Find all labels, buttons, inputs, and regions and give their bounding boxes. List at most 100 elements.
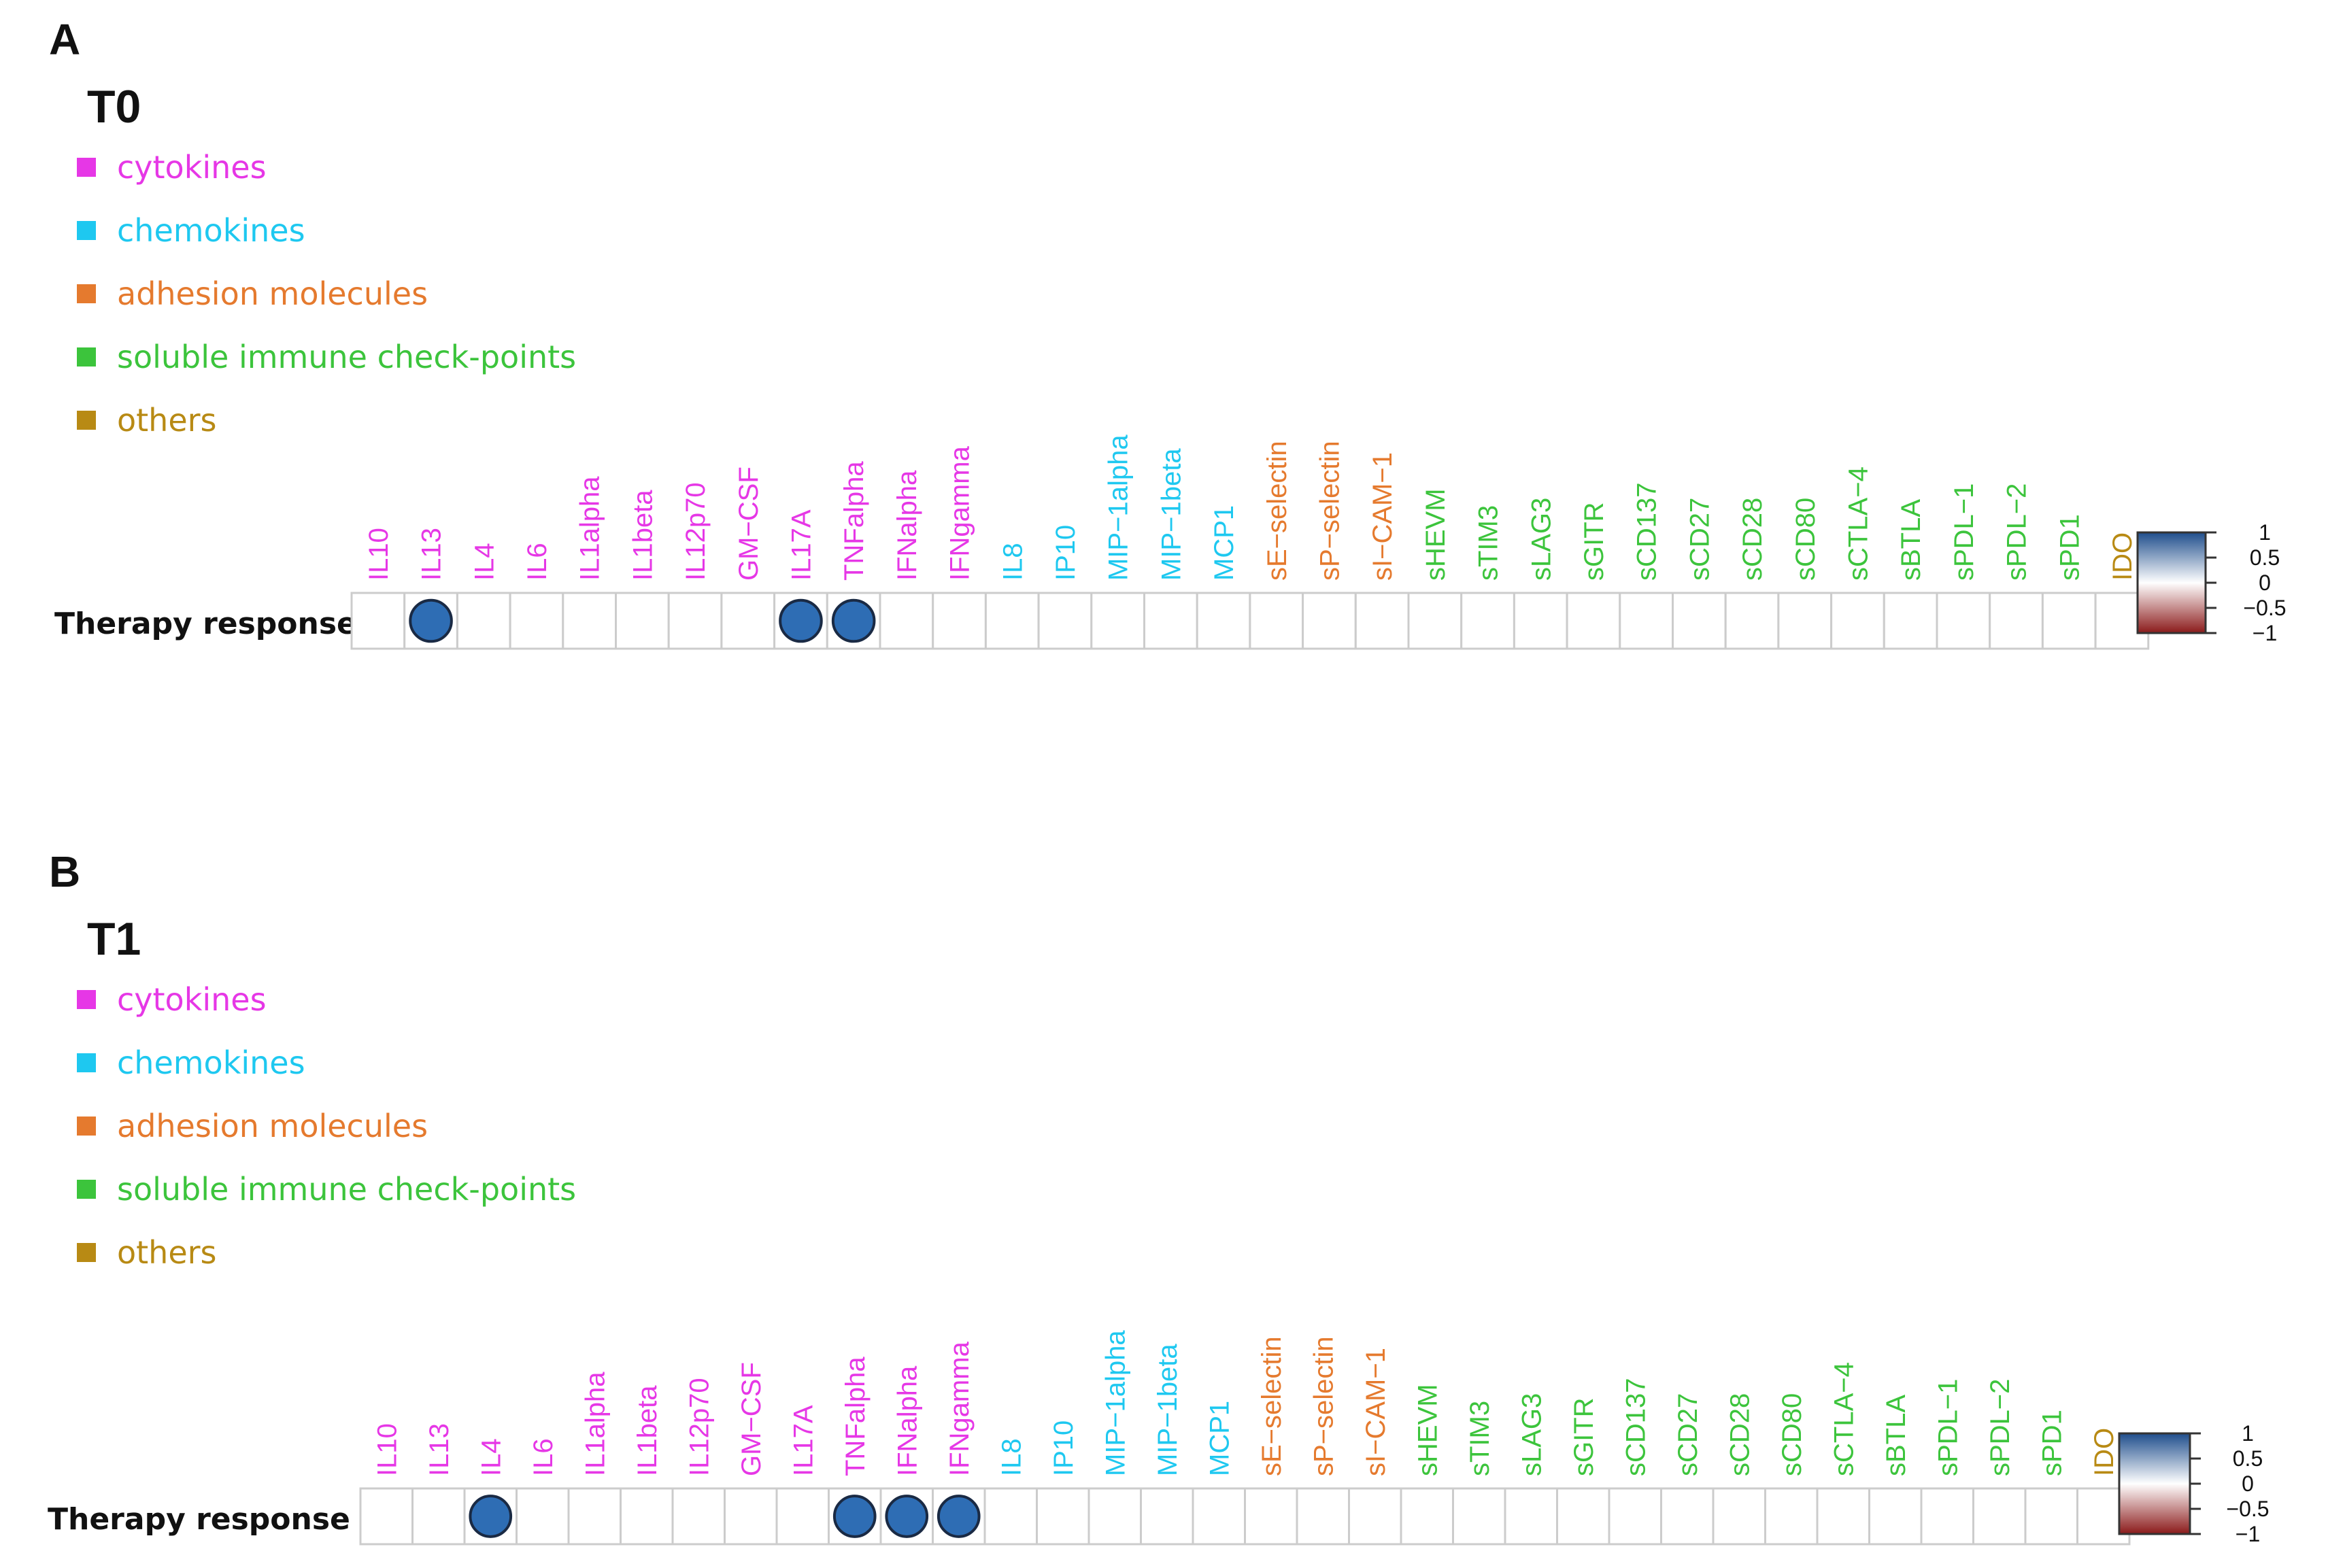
heatmap-cell: [1556, 1487, 1610, 1546]
column-label: sPDL−2: [1985, 1379, 2015, 1476]
column-label: sCD27: [1685, 498, 1715, 581]
legend-swatch: [77, 1180, 96, 1199]
heatmap-cell: [1296, 1487, 1350, 1546]
correlation-dot: [469, 1495, 513, 1538]
column-label: IFNgamma: [945, 445, 975, 581]
legend-label: cytokines: [117, 981, 267, 1018]
heatmap-cell: [1504, 1487, 1558, 1546]
column-label: IL1beta: [628, 490, 658, 581]
column-label: GM−CSF: [737, 1362, 766, 1476]
column-label: sCD28: [1738, 498, 1768, 581]
panel-a: AT0 cytokines chemokines adhesion molecules…: [49, 15, 2287, 650]
heatmap-cell: [1400, 1487, 1454, 1546]
heatmap-cell: [1354, 592, 1410, 650]
heatmap-cell: [620, 1487, 674, 1546]
panel-time-title: T0: [87, 81, 141, 133]
column-label: sBTLA: [1881, 1395, 1911, 1476]
column-label: sBTLA: [1896, 499, 1926, 581]
column-label: sPDL−2: [2002, 483, 2032, 581]
heatmap-cell: [1712, 1487, 1766, 1546]
column-label: TNFalpha: [839, 461, 869, 581]
panel-time-title: T1: [87, 913, 141, 965]
legend-label: chemokines: [117, 1044, 305, 1081]
panel-letter: B: [49, 847, 80, 896]
legend-label: adhesion molecules: [117, 1108, 428, 1144]
column-label: sPDL−1: [1949, 483, 1979, 581]
colorbar: [2118, 1432, 2191, 1535]
heatmap-cell: [2024, 1487, 2078, 1546]
column-label: sPD1: [2037, 1410, 2067, 1476]
legend-swatch: [77, 1243, 96, 1262]
column-label: MIP−1alpha: [1104, 434, 1134, 581]
column-label: sCD27: [1673, 1393, 1703, 1476]
column-label: sHEVM: [1421, 488, 1451, 581]
heatmap-cell: [411, 1487, 466, 1546]
column-label: IP10: [1051, 525, 1081, 581]
column-label: IDO: [2089, 1428, 2119, 1476]
heatmap-cell: [1660, 1487, 1715, 1546]
row-label: Therapy response: [48, 1502, 350, 1537]
heatmap-cell: [567, 1487, 622, 1546]
column-label: sCTLA−4: [1843, 466, 1873, 581]
heatmap-cell: [1407, 592, 1463, 650]
heatmap-cell: [1816, 1487, 1870, 1546]
legend-swatch: [77, 284, 96, 303]
heatmap-cell: [1140, 1487, 1194, 1546]
legend-label: soluble immune check-points: [117, 1171, 576, 1208]
legend-swatch: [77, 1117, 96, 1136]
colorbar: [2136, 531, 2207, 634]
panel-b: BT1 cytokines chemokines adhesion molecules…: [48, 847, 2270, 1546]
column-label: sCD80: [1791, 498, 1821, 581]
column-label: IP10: [1049, 1420, 1079, 1476]
heatmap-cell: [720, 592, 776, 650]
column-label: sCD80: [1777, 1393, 1807, 1476]
heatmap-cell: [1090, 592, 1146, 650]
heatmap-cell: [2041, 592, 2097, 650]
heatmap-cell: [1087, 1487, 1142, 1546]
legend-swatch: [77, 1053, 96, 1072]
heatmap-cell: [1460, 592, 1515, 650]
column-label: sLAG3: [1517, 1393, 1547, 1476]
column-label: IL4: [476, 1438, 506, 1476]
heatmap-cell: [1619, 592, 1674, 650]
column-label: sLAG3: [1526, 498, 1556, 581]
heatmap-cell: [1036, 1487, 1090, 1546]
column-label: sPDL−1: [1933, 1379, 1963, 1476]
column-label: IL13: [417, 528, 447, 581]
legend-swatch: [77, 990, 96, 1009]
colorbar-tick-label: 0: [2259, 570, 2271, 595]
column-label: sTIM3: [1474, 505, 1504, 581]
heatmap-cell: [879, 592, 934, 650]
colorbar-tick-label: −1: [2253, 621, 2277, 645]
column-label: sCD137: [1632, 482, 1662, 581]
column-label: MIP−1beta: [1153, 1344, 1183, 1476]
heatmap-cell: [932, 592, 987, 650]
heatmap-cell: [983, 1487, 1038, 1546]
heatmap-cell: [1989, 592, 2044, 650]
column-label: IL1alpha: [580, 1371, 610, 1476]
heatmap-cell: [1566, 592, 1621, 650]
column-label: IFNalpha: [892, 470, 922, 581]
heatmap-cell: [1513, 592, 1568, 650]
heatmap-cell: [1672, 592, 1727, 650]
correlation-dot: [885, 1495, 929, 1538]
column-label: MCP1: [1209, 505, 1239, 581]
column-label: IL17A: [788, 1405, 818, 1476]
heatmap-cell: [562, 592, 617, 650]
legend-label: cytokines: [117, 149, 267, 186]
column-label: sHEVM: [1413, 1384, 1443, 1476]
column-label: sCD137: [1621, 1378, 1651, 1476]
heatmap-cell: [1972, 1487, 2027, 1546]
heatmap-cell: [1920, 1487, 1974, 1546]
correlation-dot: [779, 598, 823, 643]
column-label: IL1beta: [632, 1385, 662, 1476]
legend-swatch: [77, 158, 96, 177]
column-label: sTIM3: [1465, 1401, 1495, 1476]
heatmap-cell: [724, 1487, 778, 1546]
column-label: sGITR: [1569, 1397, 1599, 1476]
column-label: sCTLA−4: [1829, 1362, 1859, 1476]
heatmap-cell: [1192, 1487, 1246, 1546]
correlation-dot: [937, 1495, 981, 1538]
colorbar-tick-label: 0.5: [2233, 1446, 2263, 1471]
column-label: IL13: [424, 1423, 454, 1476]
